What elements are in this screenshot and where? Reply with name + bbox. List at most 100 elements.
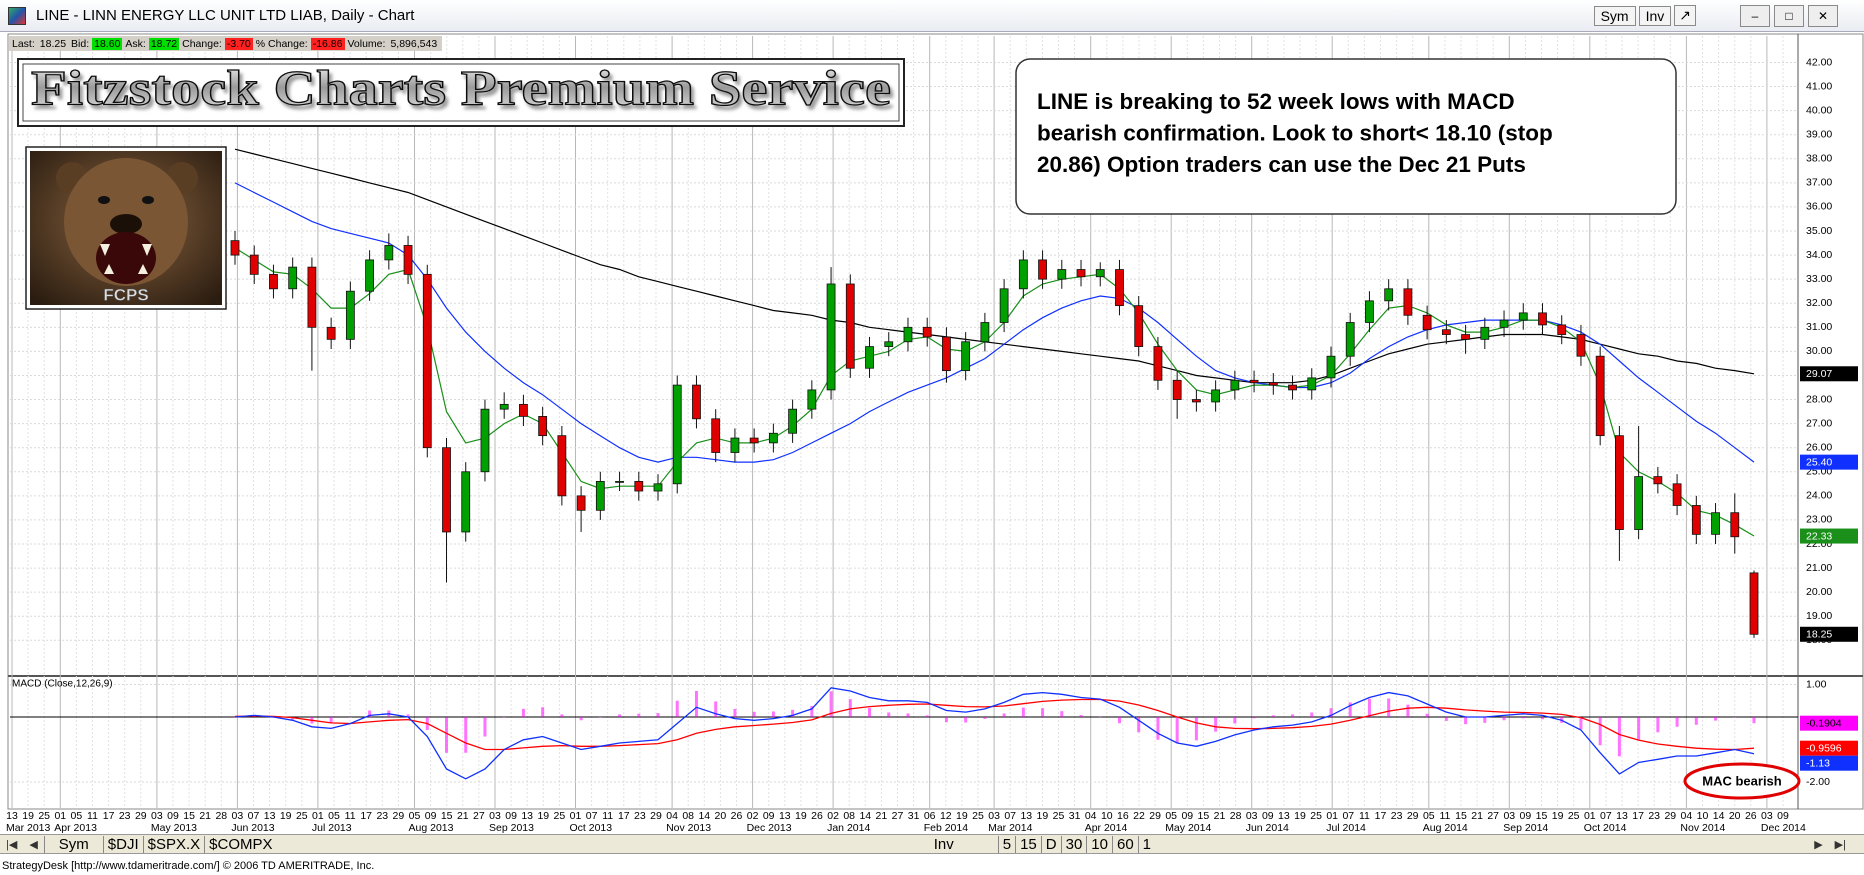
- candle-body: [499, 403, 509, 410]
- month-label: May 2014: [1165, 822, 1211, 834]
- candle-body: [1538, 312, 1547, 326]
- x-tick-label: 01: [54, 810, 66, 822]
- candle-body: [961, 341, 971, 372]
- quote-value: 18.25: [39, 37, 67, 50]
- x-tick-label: 27: [473, 810, 485, 822]
- y-tick-label: 34.00: [1806, 249, 1832, 261]
- y-tick-label: 42.00: [1806, 56, 1832, 68]
- app-icon: [8, 6, 26, 25]
- histogram-bar: [483, 717, 487, 737]
- histogram-bar: [1348, 702, 1352, 717]
- symbol-tab[interactable]: $COMPX: [204, 835, 276, 853]
- candle-body: [307, 266, 317, 328]
- sym-button[interactable]: Sym: [1593, 5, 1636, 26]
- candle-body: [1691, 505, 1701, 535]
- x-tick-label: 13: [1020, 810, 1032, 822]
- candle-body: [1345, 322, 1355, 357]
- interval-tab[interactable]: 10: [1086, 835, 1112, 853]
- candle-body: [1365, 300, 1374, 323]
- inv-button[interactable]: Inv: [1638, 5, 1672, 26]
- quote-label: Volume:: [347, 37, 386, 50]
- candle-body: [1749, 572, 1759, 635]
- month-label: Mar 2013: [6, 822, 51, 834]
- candle-body: [249, 254, 259, 275]
- histogram-bar: [541, 707, 545, 717]
- candle-body: [1480, 326, 1490, 340]
- interval-tab[interactable]: 15: [1015, 835, 1041, 853]
- month-label: Mar 2014: [988, 822, 1033, 834]
- minimize-button[interactable]: –: [1740, 4, 1770, 27]
- candle-body: [1057, 269, 1067, 280]
- histogram-bar: [1117, 717, 1121, 724]
- histogram-bar: [944, 717, 948, 723]
- histogram-bar: [829, 691, 833, 717]
- month-label: Oct 2014: [1584, 822, 1627, 834]
- prev-button[interactable]: ◀: [29, 838, 38, 851]
- quote-value: 18.72: [148, 37, 180, 50]
- x-tick-label: 13: [264, 810, 276, 822]
- histogram-bar: [637, 713, 641, 717]
- month-label: Nov 2014: [1680, 822, 1725, 834]
- symbol-tab[interactable]: $DJI: [102, 835, 143, 853]
- x-tick-label: 19: [1552, 810, 1564, 822]
- x-tick-label: 13: [6, 810, 18, 822]
- last-histogram: -0.1904: [1806, 717, 1842, 729]
- symbol-tab[interactable]: $SPX.X: [142, 835, 205, 853]
- x-tick-label: 03: [232, 810, 244, 822]
- candle-body: [1518, 312, 1528, 321]
- x-tick-label: 09: [1520, 810, 1532, 822]
- candle-body: [768, 432, 778, 444]
- histogram-bar: [1694, 717, 1698, 725]
- x-tick-label: 29: [393, 810, 405, 822]
- x-tick-label: 04: [666, 810, 678, 822]
- x-tick-label: 02: [827, 810, 839, 822]
- x-tick-label: 26: [1745, 810, 1757, 822]
- interval-tab[interactable]: 30: [1060, 835, 1087, 853]
- maximize-button[interactable]: □: [1774, 4, 1804, 27]
- x-tick-label: 11: [602, 810, 613, 822]
- last-button[interactable]: ▶|: [1834, 838, 1846, 851]
- candle-body: [1307, 377, 1317, 391]
- candle-body: [922, 326, 932, 338]
- status-bar: StrategyDesk [http://www.tdameritrade.co…: [2, 860, 375, 872]
- x-tick-label: 25: [296, 810, 308, 822]
- candle-body: [326, 326, 336, 340]
- callout-ellipse: [1683, 762, 1801, 800]
- symbol-tab[interactable]: Sym: [43, 835, 103, 853]
- next-button[interactable]: ▶: [1814, 838, 1823, 851]
- interval-tab[interactable]: 1: [1137, 835, 1155, 853]
- x-tick-label: 03: [489, 810, 501, 822]
- month-label: Sep 2014: [1503, 822, 1548, 834]
- candle-body: [1653, 476, 1663, 485]
- y-tick-label: 24.00: [1806, 490, 1832, 502]
- quote-label: Last:: [12, 37, 35, 50]
- x-tick-label: 03: [988, 810, 1000, 822]
- interval-tab[interactable]: 5: [997, 835, 1015, 853]
- histogram-bar: [1483, 717, 1487, 723]
- banner-frame: [17, 58, 905, 127]
- x-tick-label: 23: [376, 810, 388, 822]
- first-button[interactable]: |◀: [6, 838, 18, 851]
- histogram-bar: [1060, 711, 1064, 717]
- quote-bar: Last: 18.25 Bid: 18.60 Ask: 18.72 Change: -3.70…: [9, 36, 443, 51]
- histogram-bar: [1252, 717, 1256, 719]
- histogram-bar: [579, 717, 583, 721]
- histogram-bar: [1194, 717, 1198, 741]
- x-tick-label: 11: [345, 810, 356, 822]
- last-histogram-box: [1800, 715, 1858, 731]
- histogram-bar: [694, 691, 698, 717]
- y-tick-label: 30.00: [1806, 345, 1832, 357]
- last-value-box: [1800, 528, 1858, 544]
- interval-tab[interactable]: Inv: [933, 835, 954, 853]
- y-tick-label: 40.00: [1806, 104, 1832, 116]
- x-tick-label: 29: [1407, 810, 1419, 822]
- month-label: Apr 2013: [54, 822, 97, 834]
- last-macd: -1.13: [1806, 757, 1830, 769]
- interval-tab[interactable]: D: [1040, 835, 1061, 853]
- candle-body: [480, 408, 490, 473]
- export-button[interactable]: ↗: [1674, 5, 1696, 26]
- close-button[interactable]: ✕: [1808, 4, 1838, 27]
- candle-body: [1211, 389, 1221, 403]
- interval-tab[interactable]: 60: [1111, 835, 1138, 853]
- x-tick-label: 06: [924, 810, 936, 822]
